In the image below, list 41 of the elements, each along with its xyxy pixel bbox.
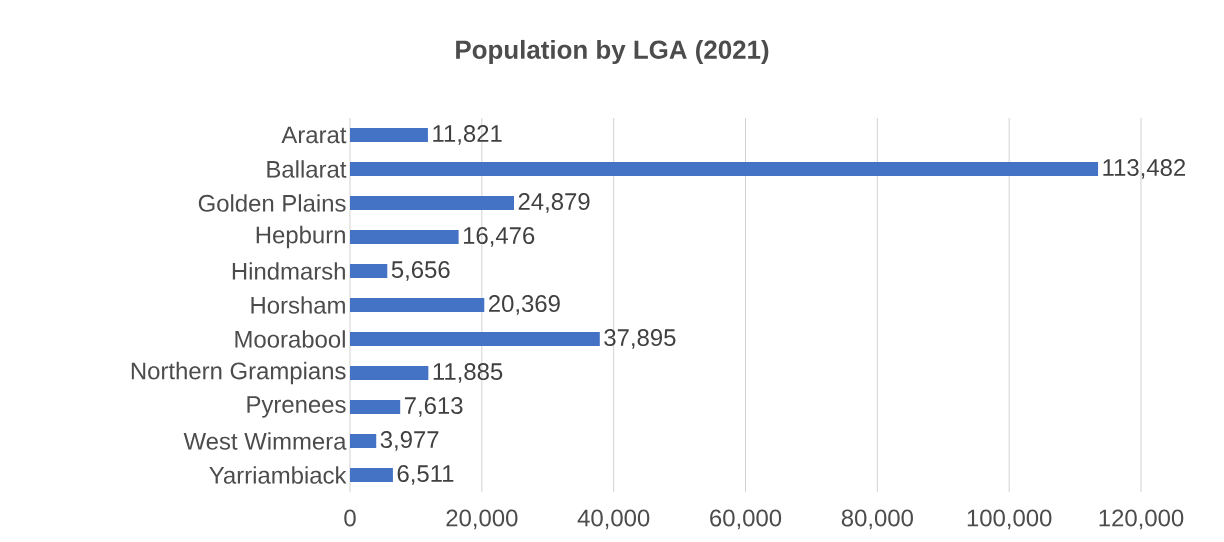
data-label: 11,821: [433, 125, 502, 145]
bar: [350, 161, 1099, 176]
y-tick-label: Hepburn: [256, 225, 345, 249]
data-label: 7,613: [404, 397, 463, 417]
y-tick-label: Yarriambiack: [209, 466, 347, 484]
bar: [350, 195, 514, 210]
y-tick-label: Golden Plains: [198, 194, 346, 212]
x-tick-label: 100,000: [967, 509, 1052, 530]
data-label: 5,656: [391, 261, 450, 281]
y-tick-label: West Wimmera: [183, 432, 347, 450]
y-tick-label: Horsham: [251, 296, 345, 314]
bar: [350, 467, 393, 482]
bar: [350, 127, 428, 142]
x-tick-label: 120,000: [1099, 509, 1184, 530]
x-tick-label: 40,000: [577, 509, 650, 530]
bar: [350, 331, 600, 346]
data-label: 16,476: [463, 227, 535, 247]
x-tick-label: 0: [344, 509, 356, 527]
bar: [350, 263, 388, 278]
y-tick-label: Northern Grampians: [131, 361, 346, 385]
data-label: 24,879: [518, 193, 590, 213]
y-tick-label: Ararat: [281, 126, 347, 144]
data-label: 6,511: [397, 465, 454, 485]
data-label: 113,482: [1103, 159, 1186, 179]
bar: [350, 399, 401, 414]
chart-title: Population by LGA (2021): [456, 39, 769, 65]
x-tick-label: 60,000: [710, 509, 782, 530]
data-label: 37,895: [604, 329, 676, 349]
y-tick-label: Hindmarsh: [232, 262, 345, 280]
bar: [350, 229, 459, 244]
data-label: 3,977: [380, 431, 439, 451]
x-tick-label: 20,000: [446, 509, 518, 530]
bar: [350, 433, 377, 448]
y-tick-label: Moorabool: [235, 330, 345, 348]
bar: [350, 297, 485, 312]
y-tick-label: Pyrenees: [247, 396, 346, 418]
x-tick-label: 80,000: [841, 509, 913, 530]
data-label: 11,885: [433, 363, 503, 383]
bar: [350, 365, 429, 380]
y-tick-label: Ballarat: [267, 160, 347, 178]
data-label: 20,369: [489, 295, 560, 315]
